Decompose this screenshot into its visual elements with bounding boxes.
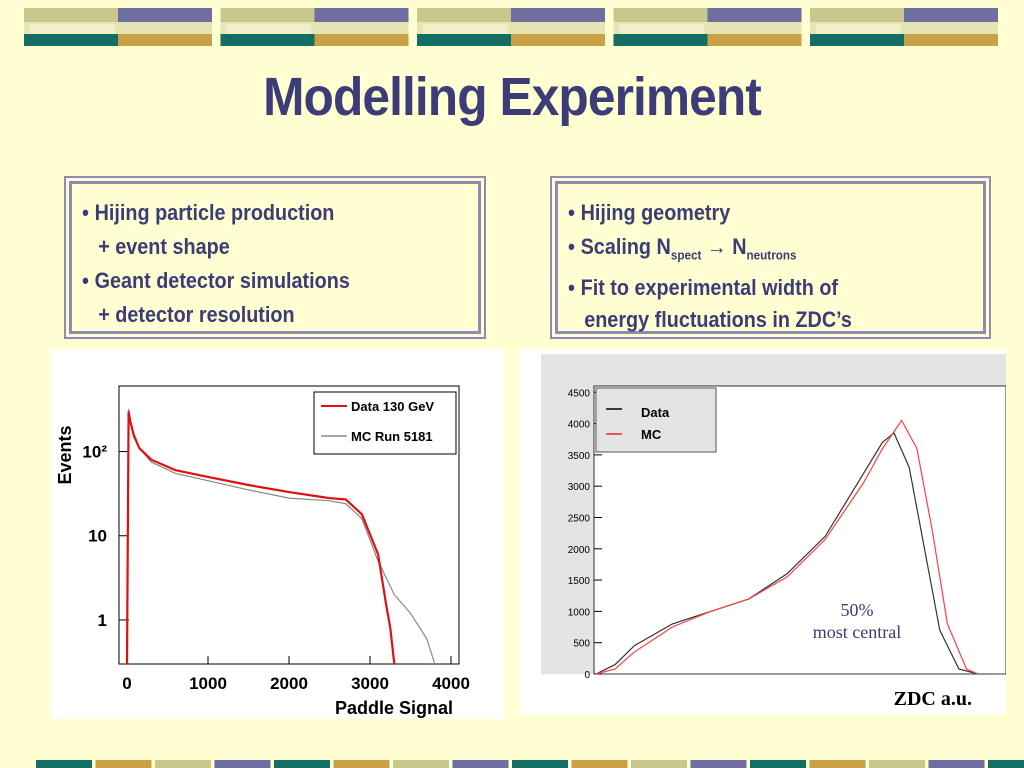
- legend-data-label: Data: [641, 405, 670, 420]
- y-tick-label: 0: [584, 670, 590, 681]
- y-tick-label: 10: [88, 527, 107, 546]
- x-axis-label: Paddle Signal: [335, 698, 453, 718]
- x-tick-label: 0: [122, 674, 131, 693]
- paddle-signal-plot: 0 1000 2000 3000 4000 1 10 10² Data 130 GeV MC …: [51, 349, 504, 719]
- y-tick-label: 2000: [568, 545, 591, 556]
- annotation-most-central: most central: [813, 622, 901, 642]
- annotation-50-percent: 50%: [841, 600, 874, 620]
- left-text-box: • Hijing particle production + event shape…: [64, 176, 486, 339]
- zdc-plot: 0 500 1000 1500 2000 2500 3000 3500 4000 4500 Dat…: [520, 349, 1007, 715]
- legend-box: [595, 387, 717, 453]
- series-line-data: [125, 411, 396, 665]
- page-title: Modelling Experiment: [263, 67, 762, 127]
- top-decoration: [24, 8, 998, 46]
- series-line-data: [595, 432, 979, 675]
- y-tick-label: 3000: [568, 482, 591, 493]
- y-tick-label: 4500: [568, 388, 591, 399]
- y-tick-label: 2500: [568, 513, 591, 524]
- legend-data-label: Data 130 GeV: [351, 399, 434, 414]
- bottom-decoration: [36, 760, 1024, 768]
- bullet-fit-width: • Fit to experimental width of energy fluc…: [568, 275, 852, 333]
- zdc-chart: 0 500 1000 1500 2000 2500 3000 3500 4000 4500 Dat…: [541, 354, 1007, 710]
- legend-mc-label: MC: [641, 427, 662, 442]
- legend-mc-label: MC Run 5181: [351, 429, 433, 444]
- right-text-box: • Hijing geometry • Scaling Nspect → Nneut…: [550, 176, 991, 339]
- x-tick-label: 4000: [432, 674, 470, 693]
- y-tick-label: 1: [98, 611, 107, 630]
- series-line-mc: [595, 419, 979, 675]
- y-tick-label: 1500: [568, 576, 591, 587]
- x-tick-label: 1000: [189, 674, 227, 693]
- y-axis-label: Events: [55, 425, 75, 484]
- y-tick-label: 10²: [82, 443, 107, 462]
- bullet-hijing-production: • Hijing particle production + event shape: [82, 200, 335, 259]
- y-tick-label: 4000: [568, 420, 591, 431]
- bullet-hijing-geometry: • Hijing geometry: [568, 200, 731, 225]
- paddle-signal-chart: 0 1000 2000 3000 4000 1 10 10² Data 130 GeV MC …: [55, 385, 470, 718]
- y-tick-label: 1000: [568, 607, 591, 618]
- x-tick-label: 3000: [351, 674, 389, 693]
- y-tick-label: 3500: [568, 451, 591, 462]
- x-tick-label: 2000: [270, 674, 308, 693]
- bullet-scaling: • Scaling Nspect → Nneutrons: [568, 234, 797, 263]
- bullet-geant-simulations: • Geant detector simulations + detector re…: [82, 268, 350, 327]
- legend-box: [313, 391, 457, 455]
- x-axis-label: ZDC a.u.: [894, 688, 972, 710]
- y-tick-label: 500: [573, 639, 590, 650]
